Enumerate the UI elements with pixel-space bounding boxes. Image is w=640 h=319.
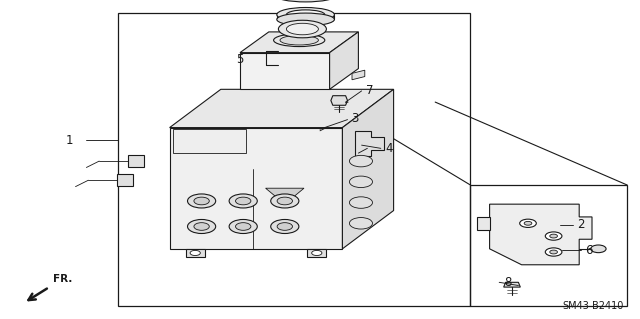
Circle shape — [349, 176, 372, 188]
Circle shape — [188, 219, 216, 234]
Text: 2: 2 — [577, 219, 585, 231]
Polygon shape — [170, 89, 394, 128]
Polygon shape — [330, 32, 358, 89]
Circle shape — [349, 218, 372, 229]
Text: 8: 8 — [504, 276, 511, 289]
Bar — [186, 249, 205, 257]
Text: 4: 4 — [385, 142, 393, 155]
Bar — [470, 185, 627, 306]
Bar — [118, 13, 470, 306]
Circle shape — [349, 197, 372, 208]
Circle shape — [271, 219, 299, 234]
Polygon shape — [342, 89, 394, 249]
Circle shape — [277, 223, 292, 230]
Circle shape — [550, 234, 557, 238]
Text: 5: 5 — [236, 53, 244, 65]
Polygon shape — [117, 174, 133, 186]
Text: FR.: FR. — [53, 274, 72, 284]
Ellipse shape — [287, 23, 319, 35]
Polygon shape — [477, 217, 490, 230]
Circle shape — [545, 248, 562, 256]
Circle shape — [190, 250, 200, 256]
Circle shape — [229, 219, 257, 234]
Circle shape — [194, 197, 209, 205]
Ellipse shape — [278, 20, 326, 38]
Text: 3: 3 — [351, 112, 359, 124]
Ellipse shape — [280, 35, 319, 45]
Circle shape — [188, 194, 216, 208]
Ellipse shape — [287, 10, 325, 19]
Polygon shape — [352, 70, 365, 80]
Bar — [170, 128, 342, 249]
Polygon shape — [355, 131, 384, 156]
Bar — [240, 53, 330, 89]
Text: 7: 7 — [366, 85, 374, 97]
Polygon shape — [128, 155, 144, 167]
Polygon shape — [490, 204, 592, 265]
Circle shape — [591, 245, 606, 253]
Polygon shape — [277, 15, 335, 19]
Polygon shape — [331, 96, 348, 105]
Circle shape — [545, 232, 562, 240]
Text: 6: 6 — [585, 244, 593, 257]
Circle shape — [349, 155, 372, 167]
Polygon shape — [240, 32, 358, 53]
Circle shape — [277, 197, 292, 205]
Bar — [307, 249, 326, 257]
Circle shape — [520, 219, 536, 227]
Text: 1: 1 — [65, 134, 73, 147]
Bar — [173, 129, 246, 153]
Text: SM43-B2410: SM43-B2410 — [563, 301, 624, 311]
Circle shape — [194, 223, 209, 230]
Polygon shape — [266, 188, 304, 204]
Polygon shape — [504, 282, 520, 287]
Ellipse shape — [277, 13, 335, 26]
Ellipse shape — [274, 34, 325, 47]
Ellipse shape — [277, 8, 335, 22]
Ellipse shape — [275, 0, 336, 2]
Circle shape — [550, 250, 557, 254]
Circle shape — [312, 250, 322, 256]
Circle shape — [236, 223, 251, 230]
Circle shape — [236, 197, 251, 205]
Circle shape — [271, 194, 299, 208]
Circle shape — [524, 221, 532, 225]
Circle shape — [229, 194, 257, 208]
